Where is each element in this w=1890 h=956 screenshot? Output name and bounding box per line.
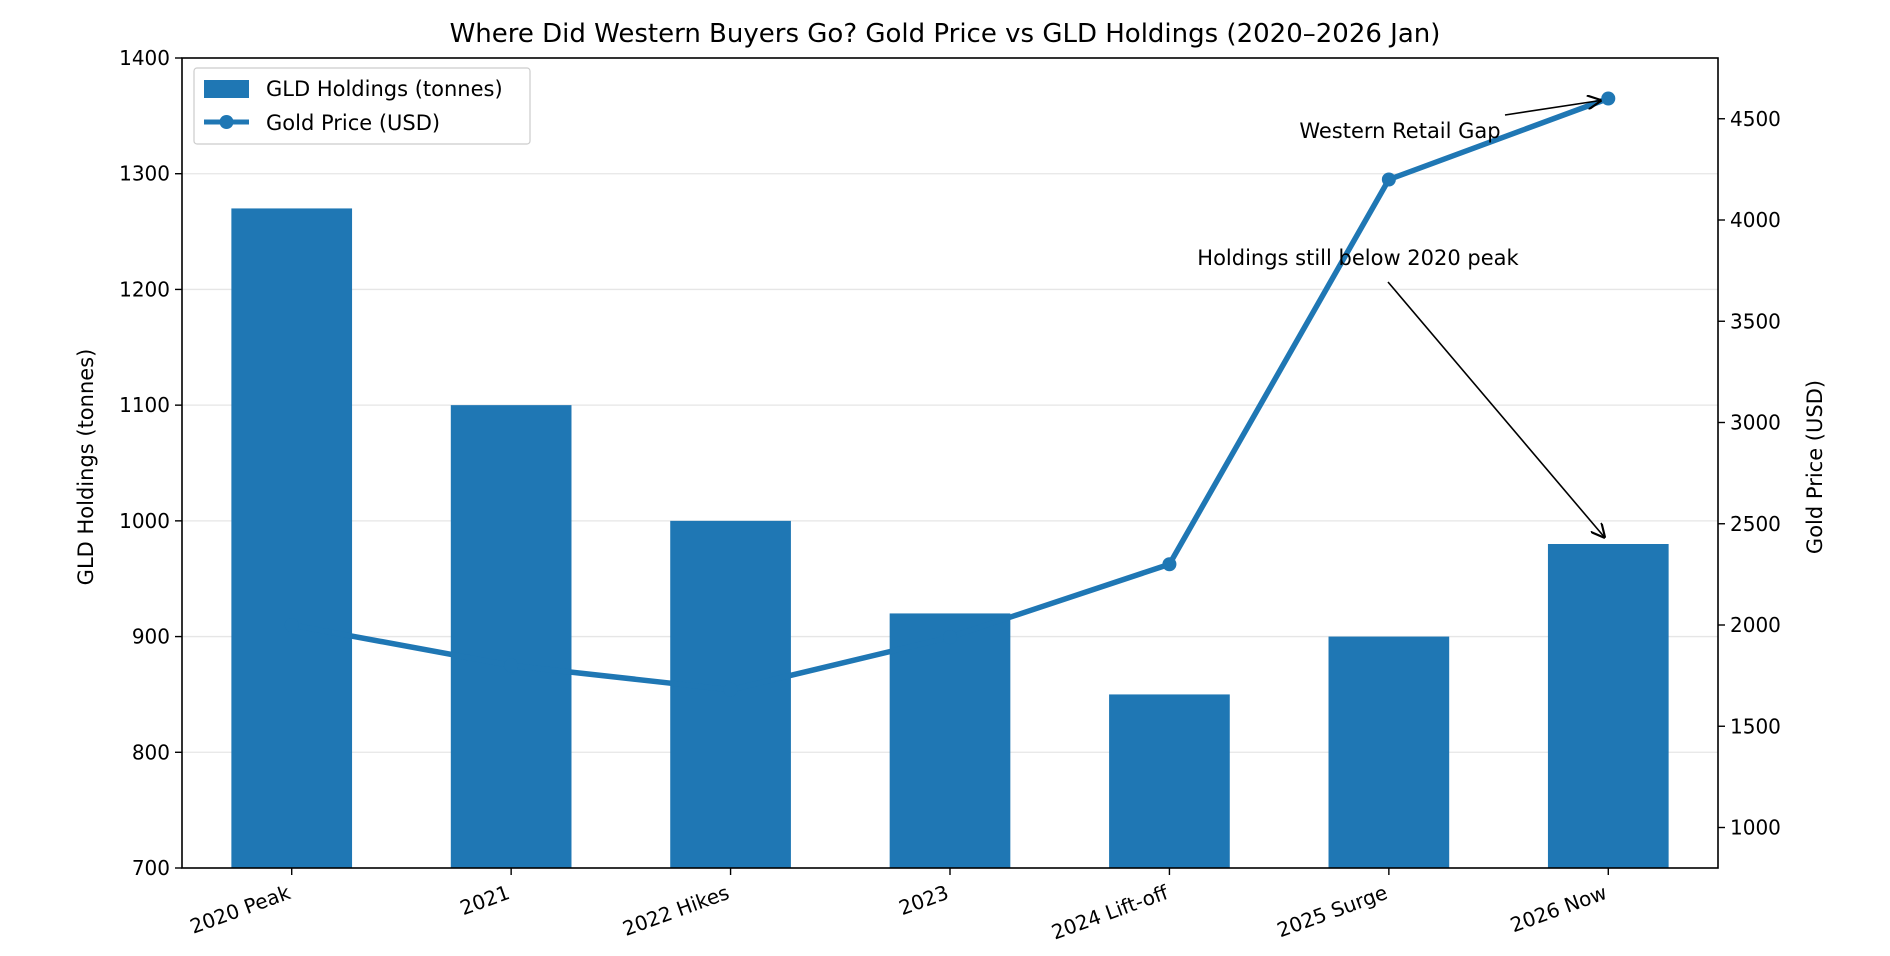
legend-label-holdings: GLD Holdings (tonnes)	[266, 77, 503, 101]
x-tick-label: 2026 Now	[1507, 880, 1610, 937]
y-left-tick-label: 800	[132, 740, 170, 764]
x-tick-label: 2022 Hikes	[619, 880, 732, 941]
bars	[231, 208, 1669, 868]
x-tick-label: 2024 Lift-off	[1048, 880, 1172, 945]
bar-2026-now	[1547, 544, 1669, 868]
price-point-2021	[504, 658, 519, 673]
y-left-tick-label: 900	[132, 625, 170, 649]
x-tick-label: 2020 Peak	[187, 880, 294, 939]
price-point-2024-lift-off	[1162, 557, 1177, 572]
x-tick-label: 2023	[896, 880, 952, 920]
price-point-2022-hikes	[723, 682, 738, 697]
y-left-tick-label: 1300	[119, 162, 170, 186]
bar-2024-lift-off	[1109, 694, 1230, 868]
y-left-tick-label: 1400	[119, 46, 170, 70]
y-axis-right-title: Gold Price (USD)	[1803, 380, 1827, 554]
y-right-tick-label: 4500	[1730, 107, 1781, 131]
x-tick-label: 2021	[457, 880, 513, 920]
legend-line-marker	[219, 115, 234, 129]
y-right-tick-label: 4000	[1730, 208, 1781, 232]
price-line	[284, 91, 1616, 697]
y-left-tick-label: 1100	[119, 393, 170, 417]
annotation-arrow-retail-gap	[1504, 101, 1600, 116]
y-left-tick-label: 1000	[119, 509, 170, 533]
y-right-tick-label: 2500	[1730, 512, 1781, 536]
annotation-text-retail-gap: Western Retail Gap	[1299, 119, 1500, 143]
x-tick-label: 2025 Surge	[1274, 880, 1391, 942]
price-point-2025-surge	[1381, 172, 1396, 187]
y-right-tick-label: 2000	[1730, 613, 1781, 637]
y-left-tick-label: 700	[132, 856, 170, 880]
y-right-tick-label: 3000	[1730, 411, 1781, 435]
annotation-text-holdings: Holdings still below 2020 peak	[1197, 246, 1519, 270]
y-right-tick-label: 1000	[1730, 816, 1781, 840]
y-right-tick-label: 3500	[1730, 309, 1781, 333]
price-point-2023	[943, 630, 957, 645]
grid-lines	[182, 173, 1718, 753]
legend: GLD Holdings (tonnes) Gold Price (USD)	[193, 67, 531, 145]
y-axis-left-title: GLD Holdings (tonnes)	[74, 349, 98, 586]
bar-2023	[889, 613, 1011, 868]
y-left-tick-label: 1200	[119, 277, 170, 301]
annotation-arrow-holdings	[1387, 281, 1604, 537]
bar-2020-peak	[231, 208, 353, 868]
y-right-tick-label: 1500	[1730, 714, 1781, 738]
legend-frame	[193, 67, 531, 145]
bar-2021	[450, 405, 572, 868]
bar-2025-surge	[1328, 636, 1450, 868]
annotations: Western Retail Gap Holdings still below …	[1197, 101, 1604, 538]
chart-title: Where Did Western Buyers Go? Gold Price …	[450, 19, 1441, 49]
legend-label-price: Gold Price (USD)	[266, 111, 440, 135]
price-point-2020-peak	[284, 618, 299, 632]
legend-bar-swatch	[204, 80, 249, 98]
price-point-2026-now	[1601, 91, 1616, 106]
